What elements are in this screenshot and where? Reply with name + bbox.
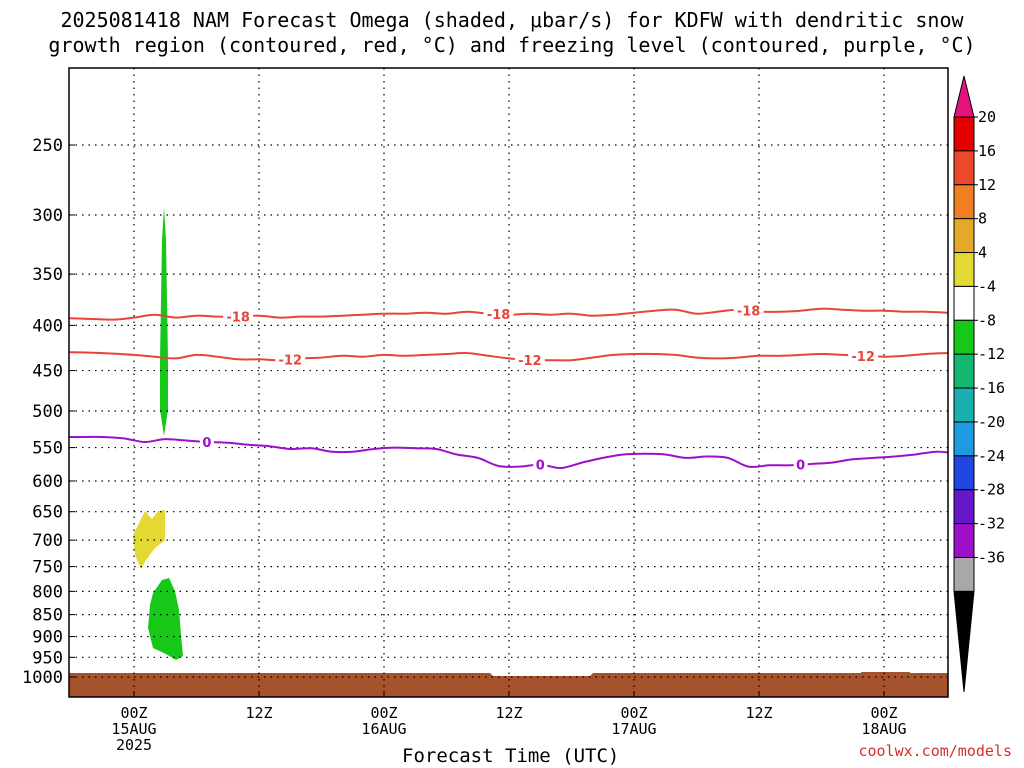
colorbar-tick-label: 20 [978,108,996,126]
colorbar-segment [953,421,975,457]
colorbar-segment [953,285,975,321]
colorbar-segment [953,116,975,152]
contour-label-background [793,457,808,472]
colorbar-tick-label: 8 [978,210,987,228]
colorbar-segment [953,353,975,389]
plot-area: -18 -18 -18 -12 -12 -12 0 0 0 [69,68,948,697]
y-tick-label: 950 [32,648,63,668]
chart-title-line-2: growth region (contoured, red, °C) and f… [48,33,976,57]
colorbar-tick-label: -16 [978,379,1005,397]
y-tick-label: 250 [32,136,63,156]
contour-label-background [533,457,548,472]
colorbar-tick-label: 4 [978,244,987,262]
y-tick-label: 550 [32,439,63,459]
colorbar-segment [953,150,975,186]
x-tick-label: 12Z [495,704,522,722]
x-tick-label: 00Z [870,704,897,722]
x-tick-label: 12Z [245,704,272,722]
y-tick-label: 350 [32,265,63,285]
y-tick-label: 650 [32,503,63,523]
y-tick-label: 700 [32,531,63,551]
contour-label-background [733,303,764,318]
contour-label-minus12: -12 [279,353,303,368]
contour-label-0: 0 [202,436,211,451]
colorbar-segment [953,319,975,355]
contour-label-background [199,434,214,449]
x-tick-label: 00Z [620,704,647,722]
colorbar-tick-label: -32 [978,515,1005,533]
x-tick-label: 15AUG [111,720,156,738]
contour-label-minus18: -18 [226,311,250,326]
colorbar-tick-label: 12 [978,176,996,194]
colorbar-tick-label: -20 [978,413,1005,431]
colorbar-tick-label: -28 [978,481,1005,499]
contour-label-minus18: -18 [737,305,761,320]
omega-region-green-aloft [160,207,168,436]
contour-label-0: 0 [796,459,805,474]
colorbar-segment [953,387,975,423]
x-tick-label: 17AUG [611,720,656,738]
colorbar-segment [953,218,975,254]
credit-text: coolwx.com/models [858,742,1012,760]
y-tick-label: 900 [32,628,63,648]
contour-label-minus18: -18 [487,308,511,323]
colorbar-segment [953,252,975,287]
x-tick-label: 00Z [120,704,147,722]
colorbar-tick-label: -8 [978,311,996,329]
terrain-fill [69,673,948,697]
y-tick-label: 750 [32,558,63,578]
contour-label-minus12: -12 [851,350,875,365]
contour-label-background [514,353,545,368]
contour-line-0 [69,435,948,470]
y-tick-label: 850 [32,606,63,626]
colorbar-top-arrow [953,75,975,118]
y-tick-label: 1000 [22,668,63,688]
x-tick-label: 12Z [745,704,772,722]
omega-region-yellow [133,510,165,569]
y-tick-label: 300 [32,206,63,226]
colorbar-segment [953,455,975,491]
terrain-bump [861,672,910,673]
omega-region-green-low [148,578,183,660]
plot-border [68,67,949,698]
x-tick-label: 18AUG [861,720,906,738]
contour-label-minus12: -12 [518,354,542,369]
colorbar-tick-label: -36 [978,548,1005,566]
colorbar-segment [953,489,975,525]
y-tick-label: 600 [32,472,63,492]
colorbar-segment [953,556,975,592]
chart-title-line-1: 2025081418 NAM Forecast Omega (shaded, μ… [60,8,964,32]
colorbar-segment [953,184,975,220]
colorbar-tick-label: -24 [978,447,1005,465]
contour-label-background [275,352,306,367]
y-tick-label: 450 [32,362,63,382]
x-tick-label: 00Z [370,704,397,722]
y-tick-label: 400 [32,316,63,336]
colorbar-tick-label: 16 [978,142,996,160]
x-tick-label: 16AUG [361,720,406,738]
contour-line-minus18 [69,307,948,321]
contour-label-background [483,307,514,322]
y-tick-label: 500 [32,402,63,422]
x-axis-title: Forecast Time (UTC) [402,745,620,767]
y-tick-label: 800 [32,582,63,602]
colorbar-tick-label: -12 [978,345,1005,363]
contour-label-background [848,348,879,363]
colorbar-segment [953,523,975,558]
colorbar-tick-label: -4 [978,277,996,295]
contour-label-0: 0 [536,459,545,474]
contour-label-background [223,309,254,324]
x-tick-label: 2025 [116,736,152,754]
colorbar-bottom-arrow [953,590,975,693]
